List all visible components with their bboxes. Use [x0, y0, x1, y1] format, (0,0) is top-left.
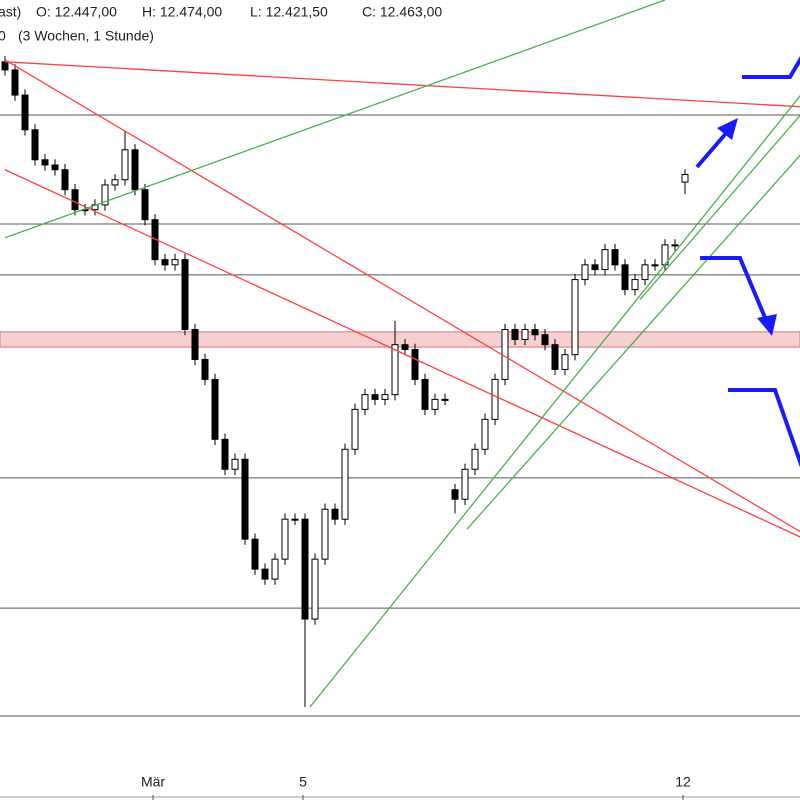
candle-body — [31, 129, 39, 161]
candle-body — [491, 378, 499, 420]
candle-body — [601, 249, 609, 271]
candle-body — [471, 448, 479, 470]
candle-body — [171, 259, 179, 266]
candle-body — [681, 173, 689, 183]
candle-body — [231, 458, 239, 470]
candle-body — [321, 508, 329, 560]
candle-body — [631, 279, 639, 291]
candle-body — [251, 538, 259, 570]
candle-body — [391, 344, 399, 396]
candle-body — [261, 568, 269, 580]
trend-line — [309, 95, 800, 708]
candle-body — [71, 189, 79, 211]
candle-body — [191, 328, 199, 360]
arrow — [695, 129, 730, 169]
header-text: C: 12.463,00 — [362, 4, 442, 20]
trend-line — [466, 154, 800, 530]
candle-body — [511, 328, 519, 340]
candle-body — [571, 279, 579, 356]
candle-body — [311, 558, 319, 620]
header-text: L: 12.421,50 — [250, 4, 328, 20]
candle-body — [651, 264, 659, 267]
arrowhead — [757, 314, 777, 336]
arrow — [700, 256, 768, 321]
candle-body — [61, 169, 69, 191]
x-tick-label: Mär — [141, 774, 165, 790]
candle-body — [461, 468, 469, 500]
trend-line — [4, 0, 666, 239]
trend-line — [4, 59, 800, 533]
candle-body — [11, 69, 19, 96]
candle-body — [521, 328, 529, 340]
annotation-arrows — [695, 56, 800, 468]
candle-body — [271, 558, 279, 580]
candle-body — [111, 179, 119, 186]
candle-body — [121, 149, 129, 181]
candle-body — [331, 508, 339, 520]
candle-body — [581, 264, 589, 281]
candle-body — [101, 184, 109, 206]
candle-body — [181, 259, 189, 330]
candle-body — [381, 394, 389, 400]
candle-body — [551, 344, 559, 370]
candle-body — [281, 518, 289, 560]
candle-body — [221, 438, 229, 470]
candle-body — [41, 159, 49, 166]
candle-body — [351, 408, 359, 450]
candle-body — [211, 378, 219, 440]
x-tick-label: 12 — [675, 774, 691, 790]
candle-body — [611, 249, 619, 266]
candle-body — [411, 348, 419, 380]
candle-body — [371, 394, 379, 400]
trend-line — [4, 61, 800, 108]
candle-body — [21, 94, 29, 131]
candle-body — [621, 264, 629, 291]
candle-body — [541, 334, 549, 346]
header-text: (3 Wochen, 1 Stunde) — [18, 28, 154, 44]
candle-body — [161, 259, 169, 266]
candle-body — [241, 458, 249, 540]
candle-body — [561, 354, 569, 370]
header-text: O: 12.447,00 — [36, 4, 117, 20]
x-tick-label: 5 — [299, 774, 307, 790]
candle-body — [291, 518, 299, 521]
candle-body — [141, 189, 149, 221]
candle-body — [421, 378, 429, 410]
trend-line — [4, 169, 800, 538]
candle-body — [401, 344, 409, 350]
candle-body — [201, 358, 209, 380]
arrowhead — [717, 118, 738, 140]
candle-body — [451, 489, 459, 500]
header-text: 0 — [0, 28, 6, 44]
support-band — [0, 331, 800, 348]
candle-body — [531, 328, 539, 336]
candle-body — [131, 149, 139, 191]
candle-body — [361, 394, 369, 410]
candle-body — [301, 518, 309, 620]
header-text: H: 12.474,00 — [142, 4, 222, 20]
candle-body — [51, 164, 59, 171]
candle-body — [481, 418, 489, 450]
arrow — [742, 56, 800, 79]
candle-body — [431, 398, 439, 410]
candle-body — [591, 264, 599, 271]
candle-body — [441, 398, 449, 401]
candle-body — [501, 328, 509, 380]
trend-line — [639, 114, 800, 300]
candle-body — [671, 244, 679, 247]
candle-body — [641, 264, 649, 281]
candle-body — [1, 61, 9, 71]
arrow — [728, 388, 800, 468]
candle-body — [341, 448, 349, 520]
header-text: ast) — [0, 4, 21, 20]
